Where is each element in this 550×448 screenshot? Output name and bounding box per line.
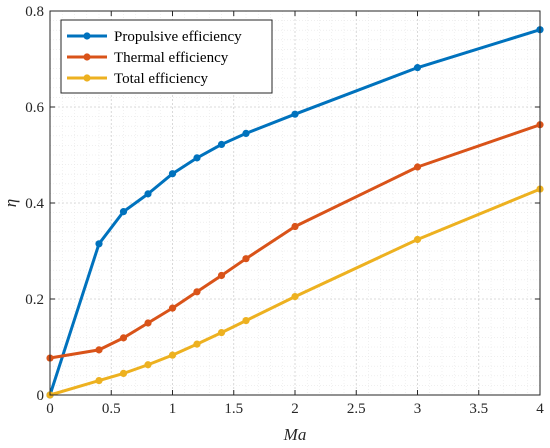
x-tick-label: 0 [46,401,54,417]
x-tick-label: 4 [536,401,544,417]
data-point [119,208,128,216]
data-point [217,140,226,149]
data-point [144,319,152,327]
data-point [144,361,152,369]
legend-label: Propulsive efficiency [114,29,242,45]
data-point [413,235,422,244]
y-tick-label: 0.4 [25,196,44,212]
data-point [168,170,177,178]
x-tick-label: 0.5 [102,401,121,417]
legend-swatch-marker [83,53,91,61]
data-point [291,110,299,118]
data-point [217,329,226,337]
x-tick-label: 3 [414,401,422,417]
x-tick-label: 3.5 [469,401,488,417]
data-point [217,271,226,280]
data-point [119,334,128,342]
x-tick-label: 1 [169,401,177,417]
legend-label: Thermal efficiency [114,50,229,66]
data-point [291,293,299,301]
data-point [242,255,250,263]
data-point [242,129,250,137]
data-point [193,154,201,162]
legend-label: Total efficiency [114,71,209,87]
data-point [95,346,103,354]
data-point [95,377,103,385]
y-axis-ticks: 0 0.2 0.4 0.6 0.8 [25,4,540,404]
data-point [413,163,422,171]
legend: Propulsive efficiency Thermal efficiency T… [60,19,273,94]
x-tick-label: 2.5 [347,401,366,417]
series-group [46,185,544,399]
data-point [413,64,422,72]
y-tick-label: 0 [37,388,45,404]
data-point [119,369,128,377]
series-group [46,121,544,362]
data-point [242,317,250,325]
y-tick-label: 0.2 [25,292,44,308]
data-point [168,351,177,359]
series-lines [46,26,544,399]
legend-swatch-marker [83,32,91,40]
data-point [168,304,177,312]
x-tick-label: 2 [291,401,299,417]
legend-swatch-marker [83,74,91,82]
data-point [144,190,152,198]
x-axis-ticks: 0 0.5 1 1.5 2 2.5 3 3.5 4 [46,11,544,417]
y-tick-label: 0.8 [25,4,44,20]
data-point [193,288,201,296]
y-axis-label: η [1,199,20,207]
plot-frame [49,10,541,396]
data-point [95,240,103,248]
data-point [193,340,201,348]
data-point [291,222,299,231]
y-tick-label: 0.6 [25,100,44,116]
x-axis-label: Ma [283,425,307,444]
x-tick-label: 1.5 [224,401,243,417]
